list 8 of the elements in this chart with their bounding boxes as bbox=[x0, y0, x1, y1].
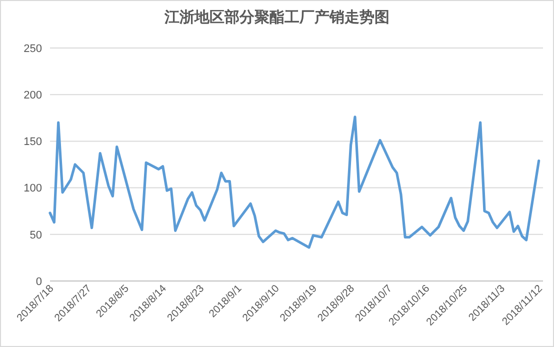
y-tick-label: 250 bbox=[24, 42, 42, 55]
y-tick-label: 200 bbox=[24, 89, 42, 102]
y-tick-label: 150 bbox=[24, 136, 42, 148]
chart-title: 江浙地区部分聚酯工厂产销走势图 bbox=[164, 8, 390, 26]
line-series bbox=[48, 116, 540, 249]
y-tick-label: 50 bbox=[30, 229, 42, 242]
y-tick-label: 0 bbox=[36, 276, 42, 288]
y-tick-label: 100 bbox=[24, 182, 42, 195]
